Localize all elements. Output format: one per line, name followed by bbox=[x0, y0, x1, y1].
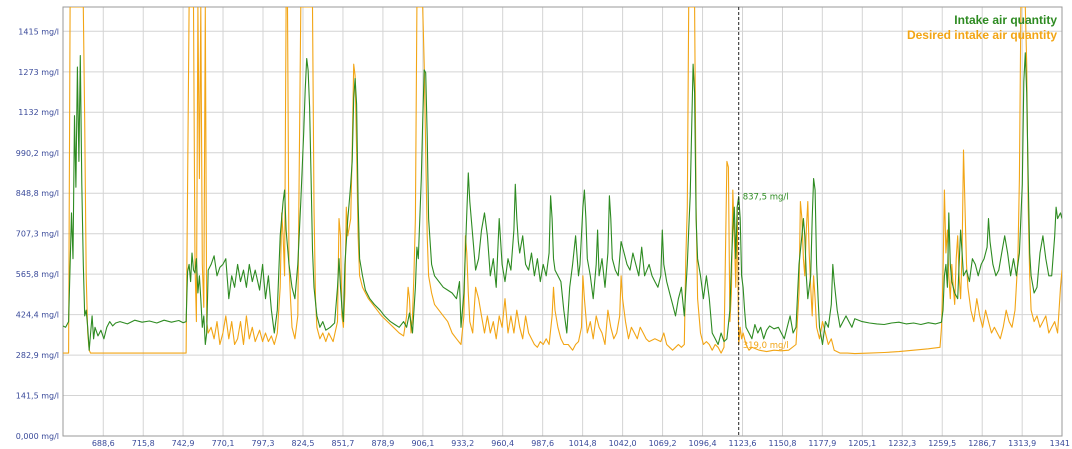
x-tick-label: 797,3 bbox=[252, 439, 275, 448]
y-axis: 0,000 mg/l 141,5 mg/l 282,9 mg/l 424,4 mg/l… bbox=[16, 27, 59, 441]
x-tick-label: 1042,0 bbox=[609, 439, 637, 448]
y-tick-label: 282,9 mg/l bbox=[16, 351, 59, 360]
y-tick-label: 0,000 mg/l bbox=[16, 432, 59, 441]
y-tick-label: 1415 mg/l bbox=[18, 27, 59, 36]
y-tick-label: 1273 mg/l bbox=[18, 68, 59, 77]
legend-desired-intake-air-quantity: Desired intake air quantity bbox=[907, 28, 1057, 42]
y-tick-label: 848,8 mg/l bbox=[16, 189, 59, 198]
plot-frame bbox=[62, 6, 1063, 437]
x-tick-label: 1205,1 bbox=[848, 439, 876, 448]
x-tick-label: 824,5 bbox=[292, 439, 315, 448]
y-tick-label: 141,5 mg/l bbox=[16, 392, 59, 401]
series-line-desired-intake-air-quantity bbox=[63, 7, 1062, 355]
x-tick-label: 1313,9 bbox=[1008, 439, 1036, 448]
series-line-intake-air-quantity bbox=[63, 52, 1062, 351]
x-tick-label: 933,2 bbox=[451, 439, 474, 448]
x-tick-label: 1177,9 bbox=[808, 439, 836, 448]
x-tick-label: 851,7 bbox=[331, 439, 354, 448]
x-tick-label: 1341 bbox=[1050, 439, 1070, 448]
x-tick-label: 770,1 bbox=[212, 439, 235, 448]
x-tick-label: 1069,2 bbox=[649, 439, 677, 448]
x-tick-label: 1123,6 bbox=[729, 439, 757, 448]
x-tick-label: 715,8 bbox=[132, 439, 155, 448]
y-tick-label: 424,4 mg/l bbox=[16, 311, 59, 320]
x-tick-label: 688,6 bbox=[92, 439, 115, 448]
x-tick-label: 878,9 bbox=[371, 439, 394, 448]
y-tick-label: 990,2 mg/l bbox=[16, 149, 59, 158]
x-tick-label: 1096,4 bbox=[689, 439, 717, 448]
x-tick-label: 960,4 bbox=[491, 439, 514, 448]
x-axis: 688,6 715,8 742,9 770,1 797,3 824,5 851,7 878,9… bbox=[92, 439, 1070, 448]
x-tick-label: 742,9 bbox=[172, 439, 195, 448]
y-tick-label: 1132 mg/l bbox=[18, 108, 59, 117]
x-tick-label: 1232,3 bbox=[888, 439, 916, 448]
x-tick-label: 1014,8 bbox=[569, 439, 597, 448]
series-layer bbox=[63, 7, 1062, 355]
x-tick-label: 987,6 bbox=[531, 439, 554, 448]
y-tick-label: 707,3 mg/l bbox=[16, 230, 59, 239]
x-tick-label: 906,1 bbox=[411, 439, 434, 448]
chart-grid bbox=[63, 7, 1063, 437]
x-tick-label: 1286,7 bbox=[968, 439, 996, 448]
y-tick-label: 565,8 mg/l bbox=[16, 270, 59, 279]
cursor-readout-intake: 837,5 mg/l bbox=[743, 192, 789, 202]
x-tick-label: 1259,5 bbox=[928, 439, 956, 448]
cursor-readout-desired: 319,0 mg/l bbox=[743, 341, 789, 351]
legend-intake-air-quantity: Intake air quantity bbox=[954, 13, 1057, 27]
x-tick-label: 1150,8 bbox=[768, 439, 796, 448]
